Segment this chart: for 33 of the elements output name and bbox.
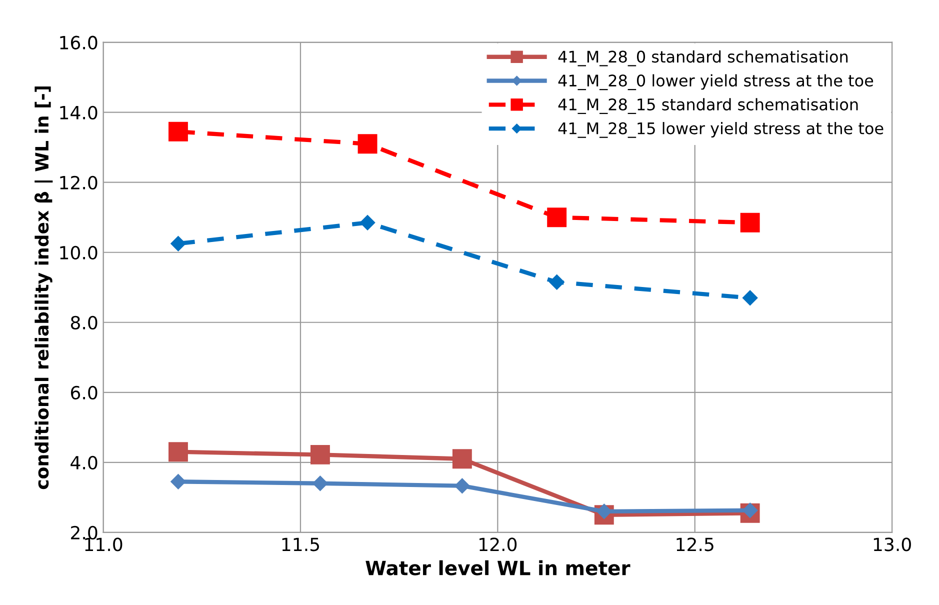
point: [547, 208, 567, 228]
point: [740, 212, 760, 232]
x-axis-title: Water level WL in meter: [366, 560, 630, 576]
point: [360, 215, 376, 230]
x-tick-label: 11.0: [85, 538, 122, 552]
point: [312, 476, 328, 491]
legend-label: 41_M_28_15 standard schematisation: [558, 98, 858, 114]
legend-label: 41_M_28_0 standard schematisation: [558, 50, 848, 66]
y-tick-label: 6.0: [70, 386, 98, 400]
y-tick-label: 4.0: [70, 456, 98, 470]
legend-label: 41_M_28_0 lower yield stress at the toe: [558, 74, 874, 90]
y-axis-title: conditional reliability index β | WL in [-]: [34, 86, 53, 490]
x-tick-label: 13.0: [874, 538, 911, 552]
y-tick-label: 8.0: [70, 316, 98, 330]
y-tick-label: 16.0: [60, 36, 98, 50]
point: [742, 290, 758, 306]
point: [454, 478, 470, 494]
y-tick-label: 12.0: [60, 176, 98, 190]
point: [170, 236, 186, 252]
x-tick-label: 12.0: [480, 538, 517, 552]
point: [549, 274, 564, 290]
point: [170, 474, 186, 490]
legend-label: 41_M_28_15 lower yield stress at the toe: [558, 122, 884, 138]
x-tick-label: 11.5: [282, 538, 320, 552]
y-tick-label: 14.0: [60, 106, 98, 120]
point: [310, 444, 330, 464]
y-tick-label: 2.0: [71, 526, 98, 540]
point: [168, 442, 188, 462]
point: [452, 449, 472, 469]
point: [168, 122, 188, 142]
point: [358, 134, 378, 154]
x-tick-label: 12.5: [676, 538, 714, 552]
y-tick-label: 10.0: [60, 246, 98, 260]
